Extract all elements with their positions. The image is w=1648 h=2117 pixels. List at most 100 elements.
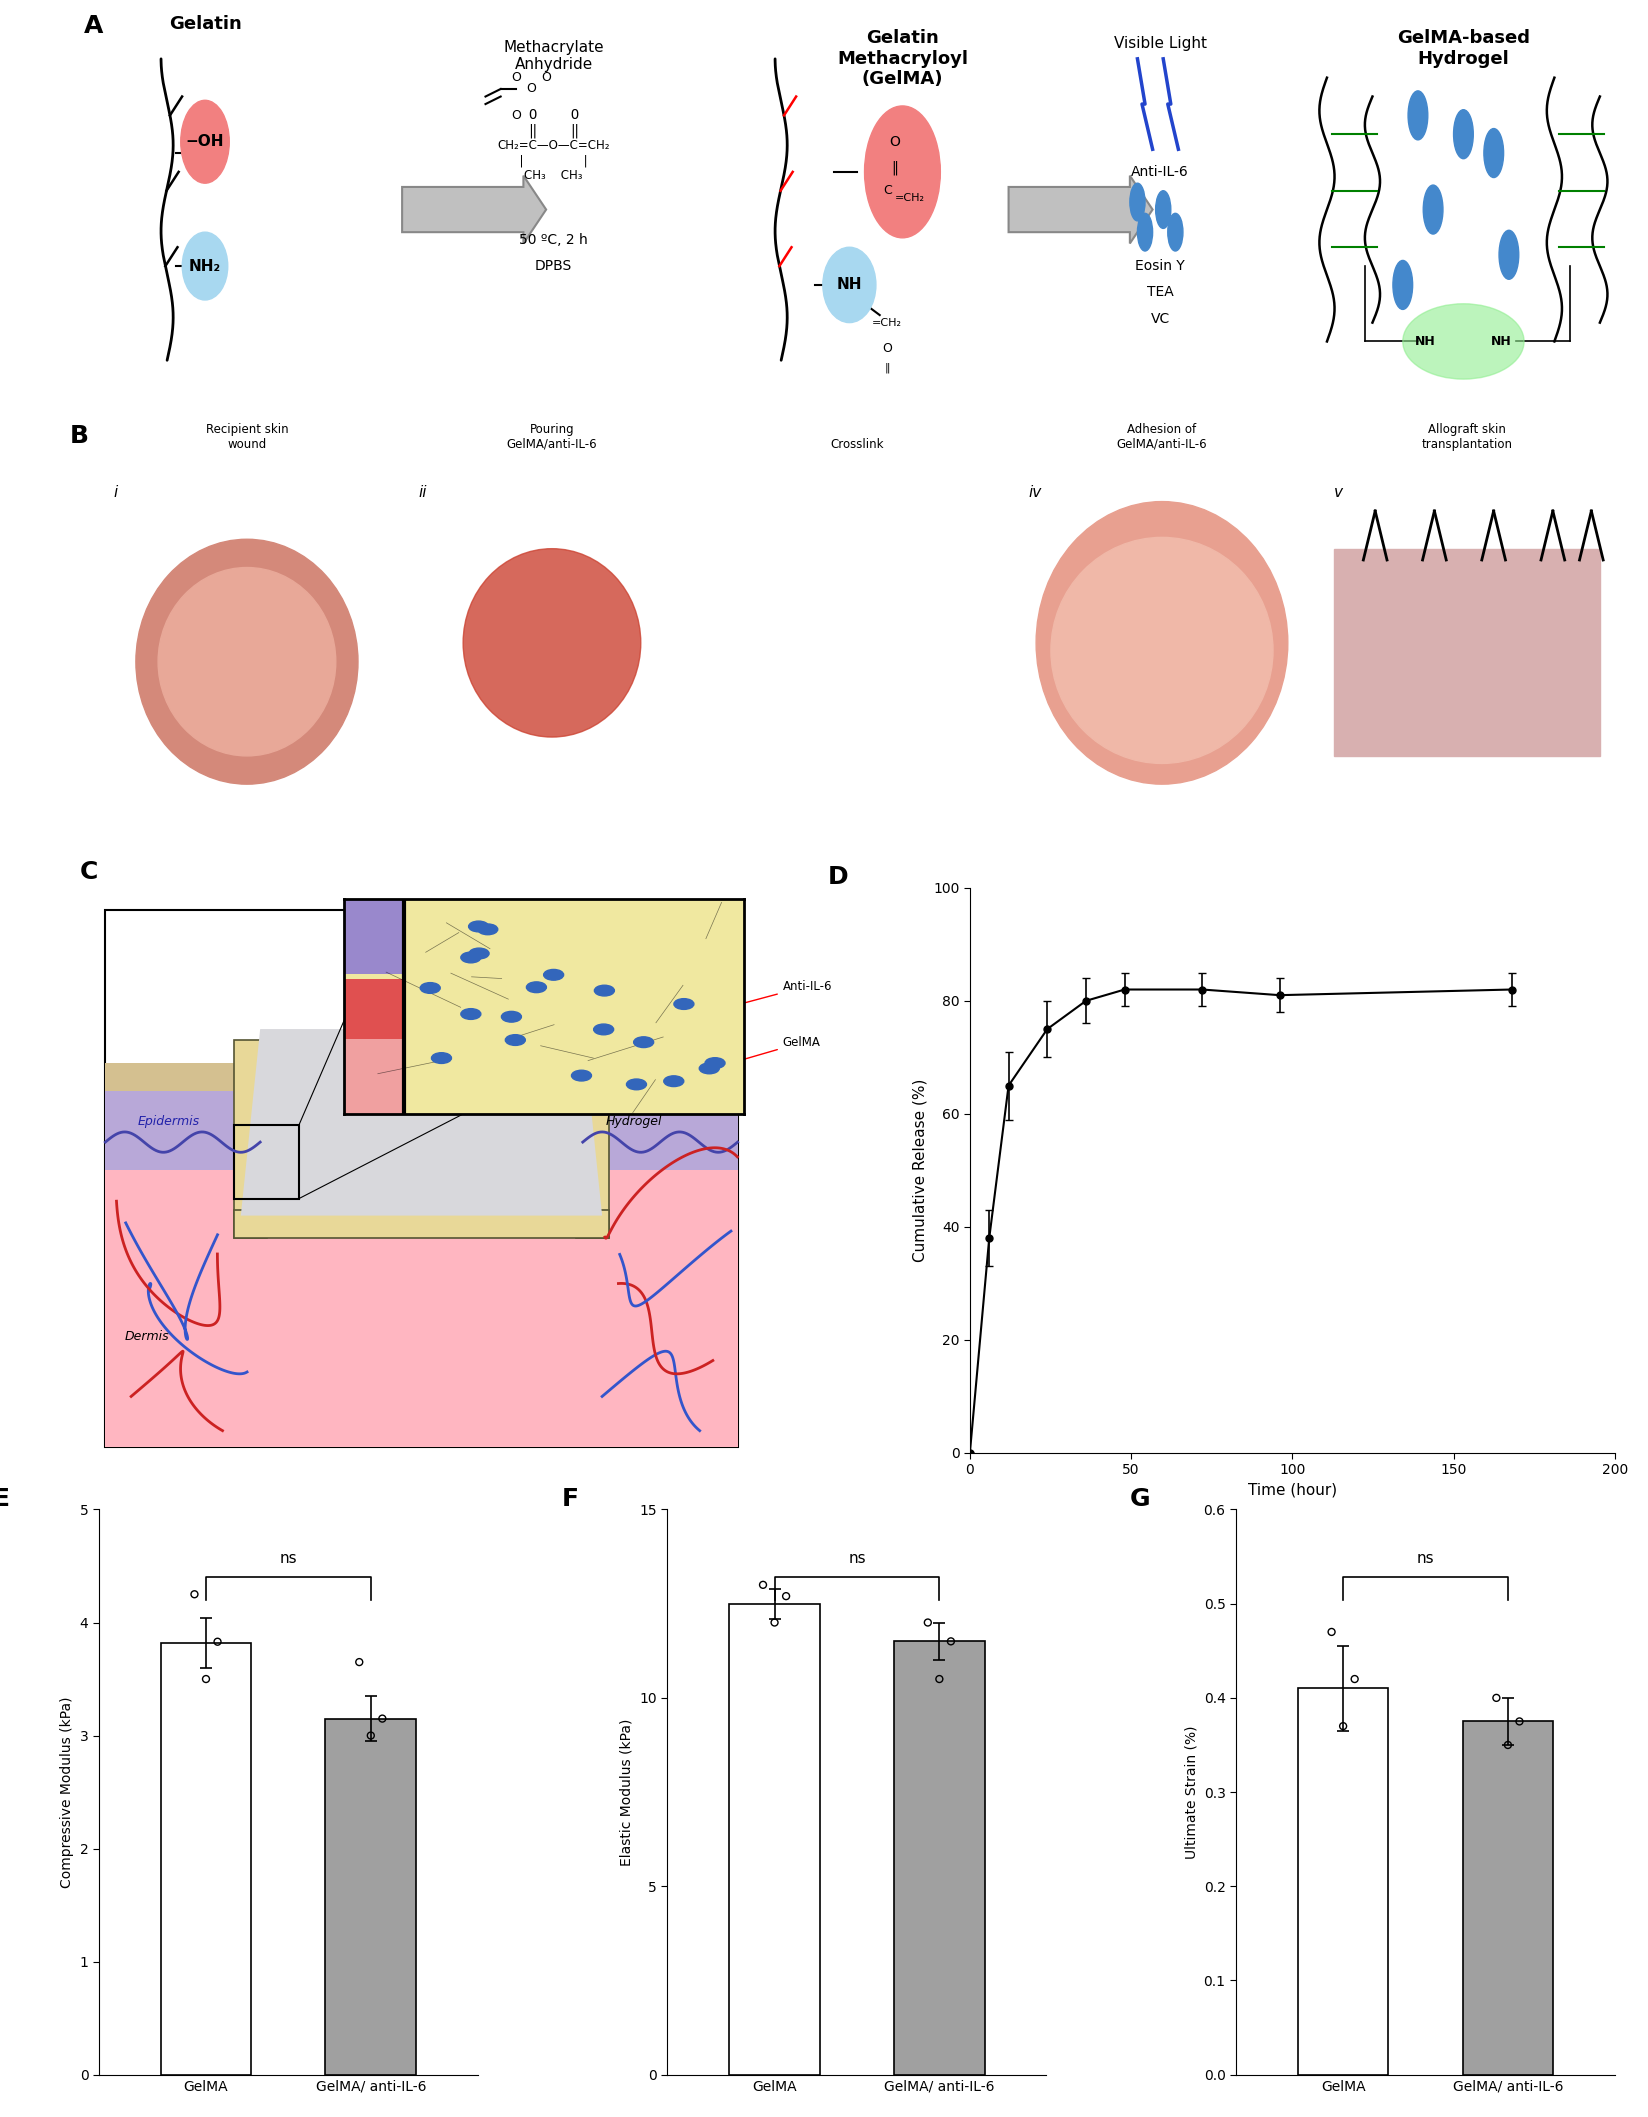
Text: O: O [511, 72, 521, 85]
Point [926, 1662, 953, 1696]
Text: GelMA: GelMA [735, 1035, 821, 1063]
Bar [160, 1643, 250, 2075]
Text: Anti-IL-6: Anti-IL-6 [735, 980, 832, 1006]
Point [193, 1662, 219, 1696]
Bar [595, 1086, 738, 1171]
Text: i: i [114, 485, 119, 500]
Text: ‖    ‖: ‖ ‖ [529, 123, 578, 138]
Text: Gelatin
Methacryloyl
(GelMA): Gelatin Methacryloyl (GelMA) [837, 30, 967, 89]
Text: =CH₂: =CH₂ [895, 193, 925, 203]
Text: VC: VC [1150, 311, 1170, 326]
Text: B: B [69, 423, 89, 449]
Point [1330, 1708, 1356, 1742]
Circle shape [783, 529, 931, 718]
Text: v: v [1333, 485, 1343, 500]
Ellipse shape [1402, 303, 1524, 379]
Point [181, 1577, 208, 1611]
Text: ii: ii [419, 485, 427, 500]
Y-axis label: Cumulative Release (%): Cumulative Release (%) [913, 1080, 928, 1262]
Text: Eosin Y: Eosin Y [1135, 258, 1185, 273]
Bar [234, 1211, 608, 1238]
FancyArrow shape [402, 176, 545, 243]
Point [346, 1645, 372, 1679]
Text: |        |: | | [517, 155, 590, 167]
Text: E: E [0, 1486, 10, 1512]
Text: G: G [1131, 1486, 1150, 1512]
X-axis label: Time (hour): Time (hour) [1248, 1482, 1337, 1499]
Bar [577, 1039, 608, 1238]
Text: O: O [511, 108, 521, 123]
Point [938, 1624, 964, 1658]
Text: NH: NH [837, 277, 862, 292]
Text: iv: iv [1028, 485, 1042, 500]
Text: NH₂: NH₂ [190, 258, 221, 273]
Circle shape [738, 474, 976, 775]
Text: NH: NH [1491, 334, 1511, 347]
Polygon shape [241, 1029, 602, 1215]
Text: Recipient skin
wound: Recipient skin wound [206, 423, 288, 451]
Bar [105, 1063, 247, 1090]
Text: O: O [890, 135, 900, 148]
Ellipse shape [865, 106, 941, 237]
Circle shape [1155, 191, 1170, 229]
Text: Adhesion of
GelMA/anti-IL-6: Adhesion of GelMA/anti-IL-6 [1117, 423, 1208, 451]
Y-axis label: Compressive Modulus (kPa): Compressive Modulus (kPa) [59, 1696, 74, 1888]
Ellipse shape [1037, 502, 1287, 783]
Ellipse shape [463, 548, 641, 737]
Text: Allograft skin
transplantation: Allograft skin transplantation [1422, 423, 1513, 451]
Point [1341, 1662, 1368, 1696]
Text: Anti-IL-6: Anti-IL-6 [1131, 165, 1190, 178]
Text: Dermis: Dermis [125, 1329, 170, 1342]
Text: ns: ns [849, 1552, 865, 1567]
Ellipse shape [183, 233, 227, 301]
Ellipse shape [135, 540, 358, 783]
Text: Methacrylate
Anhydride: Methacrylate Anhydride [503, 40, 605, 72]
Point [1318, 1615, 1345, 1649]
Circle shape [1131, 184, 1145, 220]
Text: 50 ºC, 2 h: 50 ºC, 2 h [519, 233, 588, 248]
Bar [105, 1137, 738, 1448]
Point [358, 1719, 384, 1753]
Text: Hydrogel: Hydrogel [605, 1116, 662, 1128]
Text: TEA: TEA [1147, 286, 1173, 298]
Text: Gelatin: Gelatin [168, 15, 241, 32]
Text: DPBS: DPBS [536, 258, 572, 273]
Text: O: O [526, 83, 536, 95]
Y-axis label: Elastic Modulus (kPa): Elastic Modulus (kPa) [620, 1719, 634, 1865]
Text: =CH₂: =CH₂ [872, 318, 903, 328]
Circle shape [1454, 110, 1473, 159]
Text: Pouring
GelMA/anti-IL-6: Pouring GelMA/anti-IL-6 [506, 423, 597, 451]
Circle shape [1168, 214, 1183, 252]
Text: ‖: ‖ [892, 161, 898, 176]
Ellipse shape [1051, 538, 1272, 764]
Text: ‖: ‖ [885, 362, 890, 373]
Text: NH: NH [1416, 334, 1435, 347]
Point [1506, 1704, 1533, 1738]
Text: ns: ns [1417, 1552, 1434, 1567]
Circle shape [821, 578, 893, 669]
Y-axis label: Ultimate Strain (%): Ultimate Strain (%) [1183, 1725, 1198, 1859]
Text: GelMA-based
Hydrogel: GelMA-based Hydrogel [1398, 30, 1529, 68]
Bar [105, 1086, 247, 1171]
Text: D: D [827, 866, 849, 889]
Text: −OH: −OH [186, 133, 224, 148]
Bar [728, 1605, 819, 2075]
Text: CH₂=C—O—C=CH₂: CH₂=C—O—C=CH₂ [498, 140, 610, 152]
Text: Allograft: Allograft [379, 1086, 438, 1101]
Text: F: F [562, 1486, 578, 1512]
Point [1483, 1681, 1510, 1715]
Text: O: O [541, 72, 550, 85]
Circle shape [1500, 231, 1519, 279]
Ellipse shape [181, 99, 229, 184]
Ellipse shape [158, 567, 336, 756]
Text: Epidermis: Epidermis [137, 1116, 199, 1128]
Bar [1462, 1721, 1552, 2075]
Bar [234, 1039, 267, 1238]
Circle shape [1393, 260, 1412, 309]
Bar [1333, 548, 1600, 756]
Point [773, 1579, 799, 1613]
Bar [595, 1063, 738, 1090]
Bar [1297, 1689, 1388, 2075]
Text: Visible Light: Visible Light [1114, 36, 1206, 51]
FancyArrow shape [1009, 176, 1152, 243]
